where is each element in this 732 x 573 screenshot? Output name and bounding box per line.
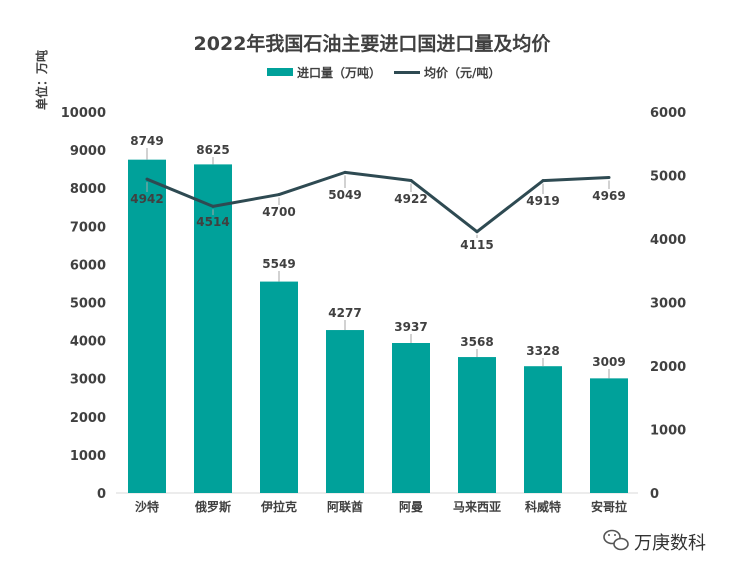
category-label: 阿曼 [399,500,423,514]
line-point [211,204,215,208]
right-axis-ticks: 0 1000 2000 3000 4000 5000 6000 [650,106,686,502]
bar-series [128,159,628,494]
category-labels: 沙特 俄罗斯 伊拉克 阿联酋 阿曼 马来西亚 科威特 安哥拉 [135,499,627,514]
unit-label: 单位：万吨 [34,50,49,110]
bar [392,343,430,493]
line-series [145,170,611,234]
bar [458,357,496,493]
line-data-label: 5049 [328,188,361,202]
line-point [607,175,611,179]
line-data-label: 4514 [196,215,229,229]
bar-data-label: 8749 [130,134,163,148]
bar-data-label: 8625 [196,143,229,157]
bar [524,366,562,493]
price-line [146,170,610,234]
right-axis-tick: 6000 [650,106,686,121]
line-data-label: 4115 [460,238,493,252]
line-data-label: 4942 [130,192,163,206]
watermark: 万庚数科 [603,529,706,554]
right-axis-tick: 5000 [650,170,686,185]
bar [128,159,166,494]
bar-data-label: 3568 [460,335,493,349]
left-axis-tick: 4000 [70,335,106,350]
chart-title: 2022年我国石油主要进口国进口量及均价 [194,32,552,55]
left-axis-tick: 0 [97,487,106,502]
label-leader-lines [146,148,610,379]
left-axis-ticks: 0 1000 2000 3000 4000 5000 6000 7000 8000 9000 100… [61,106,106,502]
bar-data-label: 3328 [526,344,559,358]
left-axis-tick: 6000 [70,258,106,273]
line-data-label: 4969 [592,189,625,203]
bar-data-label: 3009 [592,355,625,369]
category-label: 阿联酋 [327,499,363,514]
bar-data-labels: 8749 8625 5549 4277 3937 3568 3328 3009 [130,134,625,369]
category-label: 伊拉克 [260,499,297,514]
left-axis-tick: 5000 [70,297,106,312]
bar-data-label: 5549 [262,257,295,271]
bar [260,281,298,493]
line-data-label: 4922 [394,192,427,206]
left-axis-tick: 1000 [70,449,106,464]
left-axis-tick: 8000 [70,182,106,197]
right-axis-tick: 3000 [650,297,686,312]
bar-data-label: 3937 [394,320,427,334]
line-point [343,170,347,174]
legend-swatch-line [394,71,420,74]
watermark-text: 万庚数科 [634,533,706,554]
bar [590,378,628,493]
legend-swatch-bar [267,68,293,76]
left-axis-tick: 3000 [70,373,106,388]
line-point [541,179,545,183]
line-point [475,230,479,234]
left-axis-tick: 7000 [70,220,106,235]
category-label: 沙特 [135,499,159,514]
line-point [145,177,149,181]
left-axis-tick: 9000 [70,144,106,159]
left-axis-tick: 10000 [61,106,106,121]
bar [326,330,364,493]
category-label: 安哥拉 [591,499,627,514]
wechat-icon [603,529,629,551]
right-axis-tick: 2000 [650,360,686,375]
right-axis-tick: 1000 [650,424,686,439]
legend: 进口量（万吨） 均价（元/吨） [267,65,500,80]
right-axis-tick: 4000 [650,233,686,248]
category-label: 科威特 [525,499,561,514]
bar [194,164,232,493]
line-data-label: 4919 [526,194,559,208]
category-label: 俄罗斯 [194,499,231,514]
category-label: 马来西亚 [453,499,501,514]
right-axis-tick: 0 [650,487,659,502]
legend-label-line: 均价（元/吨） [424,65,500,80]
bar-data-label: 4277 [328,306,361,320]
left-axis-tick: 2000 [70,411,106,426]
line-point [409,178,413,182]
legend-label-bar: 进口量（万吨） [297,65,381,80]
line-data-label: 4700 [262,205,295,219]
line-data-labels: 4942 4514 4700 5049 4922 4115 4919 4969 [130,188,625,252]
line-point [277,193,281,197]
